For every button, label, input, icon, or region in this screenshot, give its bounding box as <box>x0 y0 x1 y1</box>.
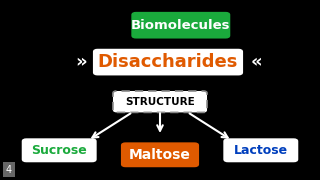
FancyBboxPatch shape <box>94 50 242 75</box>
FancyBboxPatch shape <box>122 143 198 166</box>
FancyBboxPatch shape <box>22 139 96 161</box>
Text: Sucrose: Sucrose <box>31 144 87 157</box>
Text: Biomolecules: Biomolecules <box>131 19 230 32</box>
Text: 4: 4 <box>6 165 12 175</box>
Text: Lactose: Lactose <box>234 144 288 157</box>
FancyBboxPatch shape <box>113 91 207 112</box>
FancyBboxPatch shape <box>132 13 229 38</box>
Text: »: » <box>76 53 87 71</box>
Text: STRUCTURE: STRUCTURE <box>125 97 195 107</box>
FancyBboxPatch shape <box>224 139 297 161</box>
Text: Disaccharides: Disaccharides <box>98 53 238 71</box>
Text: Maltose: Maltose <box>129 148 191 162</box>
Text: «: « <box>250 53 262 71</box>
